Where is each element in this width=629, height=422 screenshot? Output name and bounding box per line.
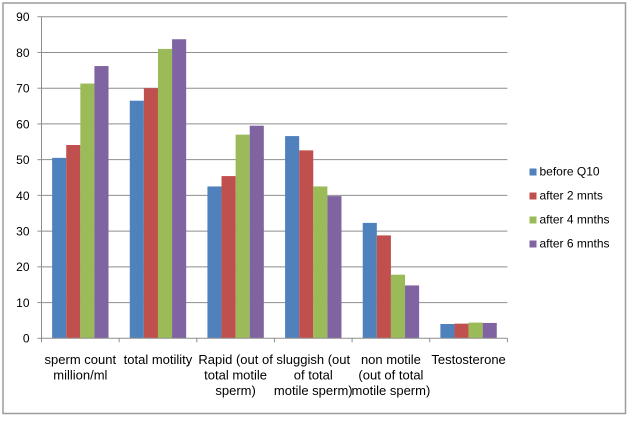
svg-text:0: 0 — [23, 332, 30, 346]
svg-text:after 6 mnths: after 6 mnths — [540, 237, 610, 251]
svg-text:Rapid (out of: Rapid (out of — [198, 352, 273, 367]
svg-text:90: 90 — [16, 10, 30, 24]
svg-text:(out of total: (out of total — [358, 368, 423, 383]
svg-text:10: 10 — [16, 296, 30, 310]
svg-text:after 2 mnts: after 2 mnts — [540, 189, 603, 203]
svg-text:of total: of total — [294, 368, 333, 383]
svg-text:motile sperm): motile sperm) — [274, 383, 353, 398]
svg-text:before Q10: before Q10 — [540, 165, 600, 179]
svg-text:40: 40 — [16, 189, 30, 203]
svg-text:sperm): sperm) — [215, 383, 255, 398]
svg-text:Testosterone: Testosterone — [431, 352, 505, 367]
svg-text:non motile: non motile — [361, 352, 421, 367]
svg-text:70: 70 — [16, 82, 30, 96]
svg-text:80: 80 — [16, 46, 30, 60]
svg-text:total motility: total motility — [124, 352, 193, 367]
svg-text:20: 20 — [16, 260, 30, 274]
svg-text:million/ml: million/ml — [53, 368, 107, 383]
svg-text:60: 60 — [16, 117, 30, 131]
svg-text:motile sperm): motile sperm) — [352, 383, 431, 398]
svg-text:50: 50 — [16, 153, 30, 167]
svg-text:after 4 mnths: after 4 mnths — [540, 213, 610, 227]
svg-text:sluggish (out: sluggish (out — [276, 352, 350, 367]
svg-text:30: 30 — [16, 225, 30, 239]
svg-text:total motile: total motile — [204, 368, 267, 383]
svg-text:sperm count: sperm count — [45, 352, 117, 367]
